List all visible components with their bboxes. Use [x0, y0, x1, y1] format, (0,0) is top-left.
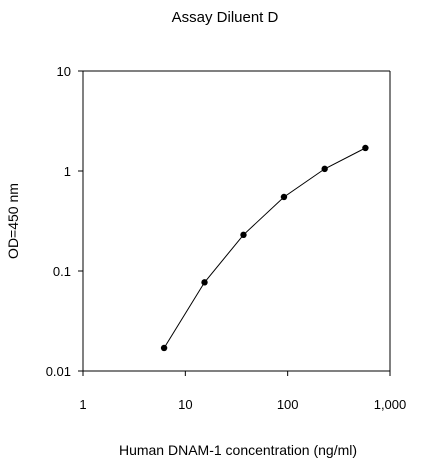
- chart-title: Assay Diluent D: [172, 9, 279, 26]
- data-point: [160, 344, 168, 352]
- data-point: [201, 279, 208, 286]
- y-axis-label: OD=450 nm: [5, 183, 21, 259]
- y-tick-label: 0.01: [46, 364, 71, 379]
- x-axis-ticks: 1 10 100 1,000: [79, 371, 406, 412]
- x-tick-label: 10: [178, 397, 192, 412]
- series-line: [163, 147, 366, 349]
- x-tick-label: 1,000: [374, 397, 407, 412]
- data-point: [321, 165, 328, 173]
- x-tick-label: 1: [79, 397, 86, 412]
- data-point: [362, 144, 369, 152]
- x-tick-label: 100: [277, 397, 299, 412]
- y-axis-ticks: 0.01 0.1 1 10: [46, 64, 83, 379]
- x-axis-label: Human DNAM-1 concentration (ng/ml): [119, 442, 357, 458]
- data-point: [240, 231, 247, 239]
- y-tick-label: 1: [64, 164, 71, 179]
- y-tick-label: 0.1: [53, 264, 71, 279]
- series-group: [160, 144, 369, 352]
- y-tick-label: 10: [57, 64, 71, 79]
- data-point: [280, 193, 288, 201]
